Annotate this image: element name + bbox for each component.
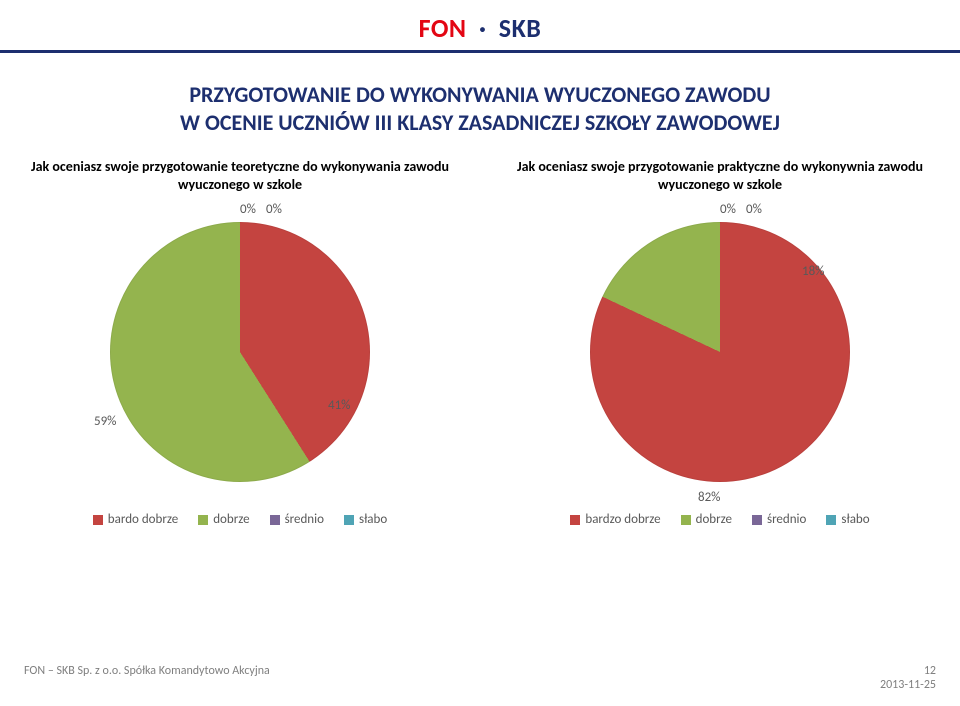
legend-label: dobrze: [213, 512, 249, 527]
chart-right-label-2: 18%: [802, 264, 824, 279]
legend-swatch: [198, 515, 208, 525]
legend-label: bardzo dobrze: [585, 512, 660, 527]
legend-swatch: [570, 515, 580, 525]
chart-right-title: Jak oceniasz swoje przygotowanie praktyc…: [510, 158, 930, 196]
legend-swatch: [826, 515, 836, 525]
footer: FON – SKB Sp. z o.o. Spółka Komandytowo …: [24, 664, 936, 692]
page-title: PRZYGOTOWANIE DO WYKONYWANIA WYUCZONEGO …: [40, 81, 920, 136]
legend-swatch: [270, 515, 280, 525]
chart-right-label-1: 0%: [746, 202, 762, 217]
logo-fon: FON: [419, 12, 467, 44]
legend-item: średnio: [752, 512, 806, 527]
legend-swatch: [344, 515, 354, 525]
legend-item: dobrze: [681, 512, 732, 527]
footer-company: FON – SKB Sp. z o.o. Spółka Komandytowo …: [24, 664, 270, 692]
legend-label: dobrze: [696, 512, 732, 527]
chart-right-pie-area: 0% 0% 18% 82%: [570, 202, 870, 502]
legend-label: średnio: [767, 512, 806, 527]
footer-date: 2013-11-25: [880, 678, 936, 692]
legend-swatch: [681, 515, 691, 525]
chart-left-pie-area: 0% 0% 41% 59%: [90, 202, 390, 502]
legend-swatch: [752, 515, 762, 525]
legend-label: słabo: [841, 512, 869, 527]
chart-left-label-1: 0%: [266, 202, 282, 217]
legend-label: średnio: [285, 512, 324, 527]
logo-skb: SKB: [499, 12, 542, 44]
chart-left-label-2: 41%: [328, 398, 350, 413]
pie-left: [110, 222, 370, 482]
chart-left-legend: bardo dobrze dobrze średnio słabo: [93, 512, 387, 527]
chart-left-label-0: 0%: [240, 202, 256, 217]
chart-left: Jak oceniasz swoje przygotowanie teorety…: [30, 158, 450, 527]
legend-swatch: [93, 515, 103, 525]
logo: FON · SKB: [0, 0, 960, 44]
legend-item: dobrze: [198, 512, 249, 527]
chart-left-title: Jak oceniasz swoje przygotowanie teorety…: [30, 158, 450, 196]
chart-right-label-0: 0%: [720, 202, 736, 217]
footer-page: 12: [924, 664, 936, 678]
logo-dot: ·: [479, 12, 486, 44]
legend-item: słabo: [344, 512, 387, 527]
legend-item: średnio: [270, 512, 324, 527]
title-line-2: W OCENIE UCZNIÓW III KLASY ZASADNICZEJ S…: [40, 109, 920, 137]
chart-right: Jak oceniasz swoje przygotowanie praktyc…: [510, 158, 930, 527]
legend-label: słabo: [359, 512, 387, 527]
chart-right-label-3: 82%: [698, 490, 720, 505]
legend-item: bardzo dobrze: [570, 512, 660, 527]
pie-right: [590, 222, 850, 482]
title-line-1: PRZYGOTOWANIE DO WYKONYWANIA WYUCZONEGO …: [40, 81, 920, 109]
header-rule: [0, 50, 960, 53]
chart-left-label-3: 59%: [94, 414, 116, 429]
legend-item: bardo dobrze: [93, 512, 178, 527]
legend-label: bardo dobrze: [108, 512, 178, 527]
legend-item: słabo: [826, 512, 869, 527]
chart-right-legend: bardzo dobrze dobrze średnio słabo: [570, 512, 869, 527]
